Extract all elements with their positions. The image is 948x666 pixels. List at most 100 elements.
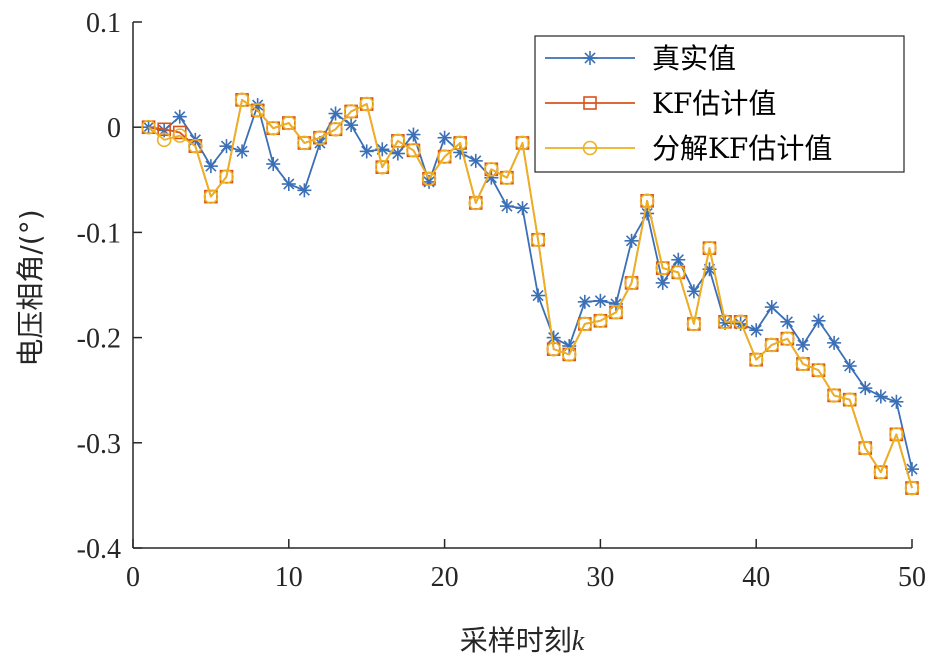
- data-point: [873, 389, 888, 404]
- data-point: [530, 232, 546, 248]
- y-tick-label: -0.3: [77, 429, 121, 460]
- data-point: [235, 144, 250, 159]
- data-point: [624, 233, 639, 248]
- legend-marker: [583, 96, 597, 110]
- data-point: [795, 337, 810, 352]
- data-point: [608, 305, 624, 320]
- data-point: [359, 96, 375, 112]
- x-tick-label: 10: [275, 562, 303, 593]
- data-point: [312, 130, 328, 146]
- data-point: [219, 139, 234, 154]
- data-point: [546, 341, 561, 357]
- y-tick-label: -0.4: [77, 534, 121, 565]
- legend-label: 真实值: [652, 42, 736, 75]
- data-point: [203, 189, 219, 204]
- data-point: [484, 161, 499, 177]
- data-point: [281, 115, 297, 131]
- data-point: [811, 313, 826, 328]
- legend-item: KF估计值: [545, 87, 776, 120]
- data-point: [593, 313, 608, 329]
- data-point: [188, 138, 203, 154]
- data-point: [811, 362, 826, 378]
- legend-marker: [582, 140, 598, 156]
- data-point: [250, 103, 265, 118]
- y-tick-label: 0: [107, 113, 121, 144]
- data-point: [390, 133, 406, 149]
- y-tick-label: -0.2: [77, 324, 121, 355]
- data-point: [671, 252, 686, 267]
- data-point: [297, 183, 312, 198]
- data-point: [531, 288, 546, 303]
- data-point: [359, 144, 374, 159]
- data-point: [780, 331, 795, 346]
- data-point: [156, 132, 172, 148]
- data-point: [266, 157, 281, 172]
- data-point: [468, 153, 483, 168]
- data-point: [639, 193, 655, 209]
- data-point: [468, 195, 484, 211]
- legend-label: 分解KF估计值: [652, 132, 832, 165]
- legend-item: 真实值: [545, 42, 736, 75]
- legend-marker: [583, 51, 597, 65]
- x-tick-label: 40: [742, 562, 770, 593]
- data-point: [343, 104, 359, 119]
- x-tick-label: 20: [431, 562, 459, 593]
- data-point: [764, 300, 779, 315]
- data-point: [780, 314, 795, 329]
- data-point: [670, 265, 686, 280]
- data-point: [406, 127, 421, 142]
- data-point: [889, 394, 904, 409]
- data-point: [686, 284, 701, 299]
- data-point: [702, 240, 717, 256]
- data-point: [561, 347, 577, 362]
- data-point: [157, 122, 171, 137]
- data-point: [374, 159, 390, 175]
- x-axis-title-var: k: [572, 626, 585, 657]
- data-point: [452, 135, 468, 151]
- data-point: [172, 109, 187, 124]
- data-point: [515, 135, 530, 151]
- data-point: [655, 260, 671, 276]
- data-point: [577, 294, 592, 309]
- data-point: [655, 275, 670, 290]
- data-point: [904, 480, 920, 496]
- data-point: [265, 120, 281, 136]
- data-point: [733, 314, 748, 330]
- data-point: [624, 275, 639, 291]
- data-point: [873, 464, 889, 480]
- data-point: [172, 128, 188, 143]
- data-point: [421, 171, 437, 187]
- x-axis-title: 采样时刻k: [460, 624, 585, 657]
- data-point: [749, 323, 764, 338]
- data-point: [141, 119, 156, 135]
- data-point: [842, 359, 857, 374]
- y-tick-label: 0.1: [86, 8, 121, 39]
- y-axis-title: 电压相角/(°): [14, 209, 47, 366]
- data-point: [717, 314, 733, 330]
- data-point: [515, 201, 530, 216]
- data-point: [437, 149, 452, 164]
- data-point: [748, 352, 764, 367]
- data-point: [889, 427, 904, 442]
- y-tick-label: -0.1: [77, 218, 121, 249]
- data-point: [499, 170, 515, 185]
- legend-label: KF估计值: [652, 87, 776, 120]
- data-point: [234, 92, 250, 108]
- series-3: [141, 92, 920, 496]
- data-point: [390, 146, 405, 161]
- x-tick-label: 50: [898, 562, 926, 593]
- data-point: [842, 392, 857, 407]
- data-point: [203, 159, 218, 174]
- data-point: [344, 118, 359, 133]
- series-layer: [141, 92, 920, 496]
- x-tick-label: 30: [586, 562, 614, 593]
- data-point: [795, 356, 811, 372]
- x-axis-title-text: 采样时刻: [460, 624, 572, 657]
- data-point: [857, 440, 873, 456]
- data-point: [328, 122, 343, 137]
- data-point: [764, 337, 780, 353]
- legend-item: 分解KF估计值: [545, 132, 832, 165]
- series-line: [148, 98, 913, 489]
- data-point: [686, 316, 702, 332]
